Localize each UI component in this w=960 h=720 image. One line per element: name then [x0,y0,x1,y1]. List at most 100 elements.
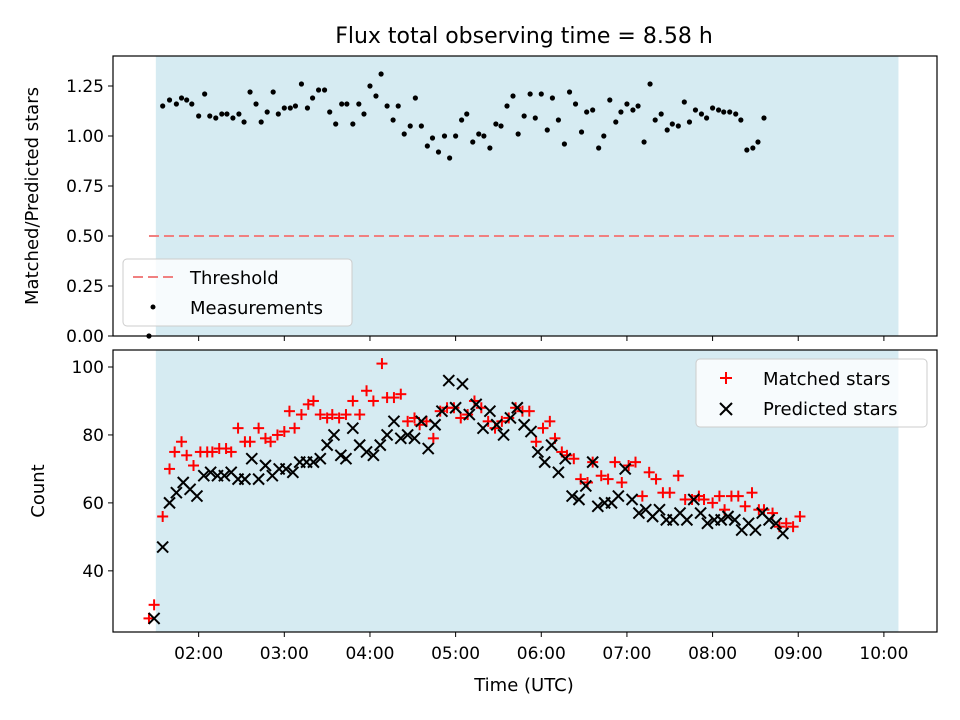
measurement-point [298,81,305,87]
predicted-star-point [346,421,360,435]
measurement-point [424,143,430,149]
count-y-tick-label: 80 [82,426,104,446]
matched-star-point [496,415,508,427]
measurement-point [287,105,293,111]
predicted-star-point [374,438,387,452]
ratio-y-tick-label: 0.50 [66,227,104,247]
count-axes-frame [112,349,938,633]
predicted-stars-series [147,374,790,625]
predicted-star-point [680,513,694,527]
measurement-point [173,101,179,107]
predicted-star-point [170,486,183,499]
measurement-point [395,103,401,109]
ratio-y-ticks: 0.00 0.25 0.50 0.75 1.00 1.25 [66,77,113,347]
matched-star-point [672,470,684,482]
predicted-star-point [619,462,632,476]
measurement-point [698,111,705,117]
matched-star-point [595,470,607,482]
matched-star-point [468,395,480,407]
measurement-point [527,91,533,97]
matched-star-point [713,490,725,502]
matched-star-point [739,500,751,512]
matched-star-point [169,446,181,458]
measurement-point [241,119,247,125]
x-tick-label: 08:00 [688,644,737,664]
measurement-point [309,95,316,101]
predicted-star-point [435,404,449,418]
measurement-point [476,131,482,137]
matched-star-point [376,358,388,370]
measurement-point [459,117,465,123]
measurement-point [350,121,356,127]
measurements-legend-swatch [150,304,156,310]
matched-star-point [544,415,556,427]
predicted-star-point [586,455,599,469]
predicted-star-point [238,472,252,486]
matched-star-point [698,493,710,505]
measurement-point [544,127,550,133]
matched-star-point [780,517,792,529]
predicted-star-point [531,445,545,459]
measurement-point [361,111,367,117]
predicted-star-point [694,506,707,520]
predicted-star-point [632,506,646,520]
measurement-point [618,109,624,115]
matched-legend-swatch [720,372,732,384]
predicted-star-point [728,513,742,527]
matched-star-point [326,409,338,421]
predicted-star-point [163,496,176,510]
matched-star-point [794,510,806,522]
predicted-star-point [524,425,538,438]
matched-star-point [482,415,494,427]
measurement-point [407,123,413,129]
measurement-point [578,129,585,135]
predicted-star-point [320,438,334,452]
measurement-point [356,101,362,107]
matched-star-point [510,402,522,414]
predicted-star-point [749,523,762,537]
matched-star-point [462,409,474,421]
measurement-point [487,145,493,151]
matched-star-point [388,392,400,404]
predicted-star-point [422,442,435,455]
predicted-star-point [701,517,714,530]
x-tick-label: 07:00 [602,644,651,664]
measurement-point [344,101,350,107]
measurement-point [521,113,527,119]
matched-star-point [455,412,467,424]
predicted-star-point [483,404,497,418]
measurement-point [515,131,521,137]
measurement-point [750,145,756,151]
matched-star-point [181,449,193,461]
measurement-point [555,117,562,123]
predicted-star-point [286,466,300,479]
predicted-star-point [552,466,565,479]
measurement-point [412,95,418,101]
measurement-point [429,135,436,141]
matched-star-point [253,422,265,434]
predicted-star-point [327,428,341,442]
predicted-star-point [545,438,558,452]
measurement-point [566,89,573,95]
matched-star-point [225,446,237,458]
measurement-point [681,99,687,105]
ratio-legend-box [122,258,353,327]
measurement-point [373,93,379,99]
measurement-point [178,95,185,101]
matched-star-point [629,456,641,468]
matched-star-point [278,426,290,438]
measurement-point [275,111,281,117]
predicted-star-point [218,469,231,482]
matched-star-point [503,412,515,424]
predicted-star-point [147,612,161,625]
ratio-y-tick-label: 0.00 [66,327,104,347]
matched-star-point [448,402,460,414]
measurement-point [447,155,453,161]
predicted-star-point [565,489,579,503]
predicted-star-point [259,459,272,472]
matched-star-point [664,487,676,499]
predicted-star-point [245,452,258,465]
ratio-y-tick-label: 1.00 [66,127,104,147]
matched-star-point [414,419,426,431]
count-y-tick-label: 100 [72,358,104,378]
